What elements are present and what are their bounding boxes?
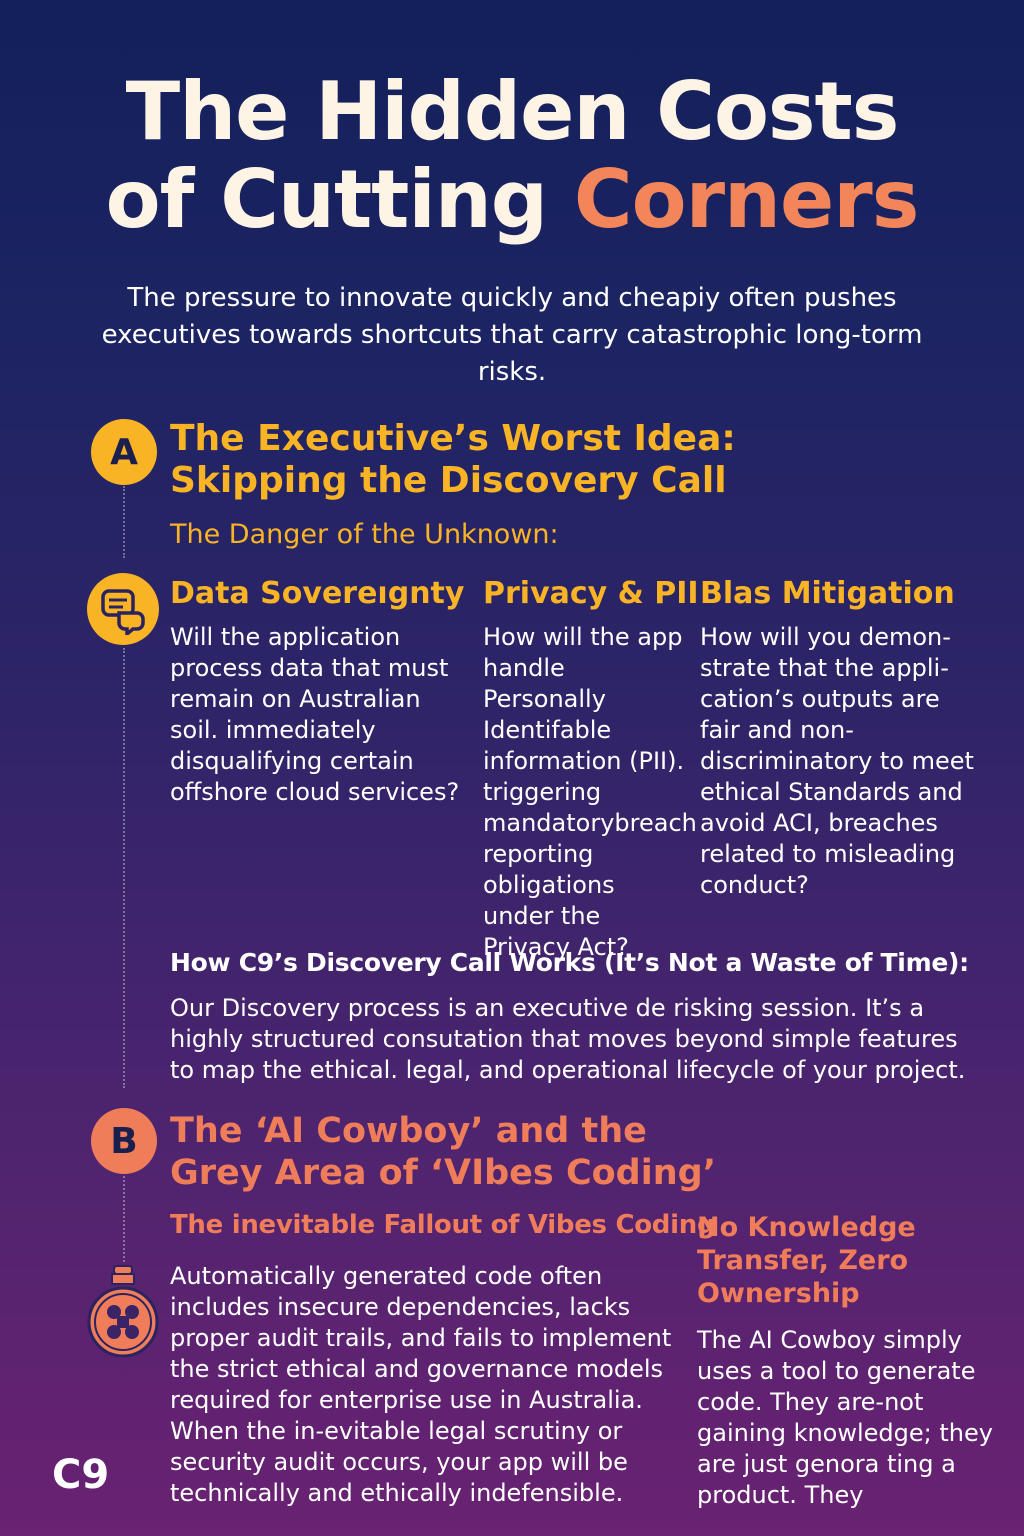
chat-bubbles-icon xyxy=(87,573,159,645)
section-a-heading: The Executive’s Worst Idea: Skipping the… xyxy=(170,418,736,501)
c9-logo: C9 xyxy=(52,1452,110,1498)
column-body-privacy: How will the app handle Personally Ident… xyxy=(483,623,697,961)
knowledge-transfer-body: The AI Cowboy simply uses a tool to gene… xyxy=(697,1326,993,1509)
title-line-1: The Hidden Costs xyxy=(125,65,900,158)
section-b-heading: The ‘AI Cowboy’ and the Grey Area of ‘VI… xyxy=(170,1111,716,1193)
column-title-privacy: Privacy & PII xyxy=(483,576,699,611)
column-body-bias: How will you demon-strate that the appli… xyxy=(700,623,974,899)
title-line-2: of Cutting Corners xyxy=(0,156,1024,244)
timeline-line-a-bottom xyxy=(123,648,125,1088)
title-line-2-prefix: of Cutting xyxy=(105,153,574,246)
intro-text: The pressure to innovate quickly and che… xyxy=(101,283,923,387)
section-b-body: Automatically generated code often inclu… xyxy=(170,1262,672,1507)
knowledge-transfer-title: No Knowledge Transfer, Zero Ownership xyxy=(697,1212,916,1309)
section-b-badge: B xyxy=(91,1108,157,1174)
page-title: The Hidden Costs of Cutting Corners xyxy=(0,68,1024,244)
timeline-line-a-top xyxy=(123,486,125,558)
section-a-subheading: The Danger of the Unknown: xyxy=(170,519,559,550)
column-body-data-sovereignty: Will the application process data that m… xyxy=(170,623,460,806)
bottle-icon xyxy=(84,1262,162,1362)
title-accent-word: Corners xyxy=(573,153,919,246)
section-b-subheading: The inevitable Fallout of Vibes Coding xyxy=(170,1210,716,1240)
section-a-badge: A xyxy=(91,419,157,485)
column-title-data-sovereignty: Data Sovereıgnty xyxy=(170,576,465,611)
discovery-call-heading: How C9’s Discovery Call Works (It’s Not … xyxy=(170,948,969,977)
discovery-call-body: Our Discovery process is an executive de… xyxy=(170,994,966,1084)
column-title-bias: Blas Mitigation xyxy=(700,576,955,611)
timeline-line-b xyxy=(123,1176,125,1262)
